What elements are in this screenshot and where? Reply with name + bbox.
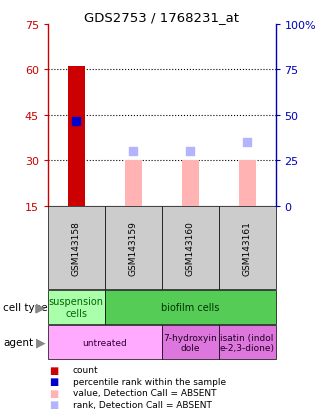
- Point: [74, 119, 79, 125]
- Text: GSM143161: GSM143161: [243, 221, 251, 275]
- Text: GSM143158: GSM143158: [72, 221, 81, 275]
- Text: isatin (indol
e-2,3-dione): isatin (indol e-2,3-dione): [219, 333, 275, 352]
- Text: 7-hydroxyin
dole: 7-hydroxyin dole: [163, 333, 217, 352]
- Text: ■: ■: [49, 399, 58, 409]
- Bar: [182, 161, 199, 206]
- Text: untreated: untreated: [82, 338, 127, 347]
- Text: rank, Detection Call = ABSENT: rank, Detection Call = ABSENT: [73, 400, 212, 409]
- Bar: [218, 325, 276, 359]
- Bar: [68, 67, 85, 206]
- Bar: [218, 206, 276, 289]
- Text: ▶: ▶: [36, 301, 46, 314]
- Text: count: count: [73, 365, 98, 374]
- Bar: [48, 290, 105, 324]
- Text: GSM143159: GSM143159: [129, 221, 138, 275]
- Point: [131, 149, 136, 155]
- Title: GDS2753 / 1768231_at: GDS2753 / 1768231_at: [84, 11, 239, 24]
- Text: ■: ■: [49, 388, 58, 398]
- Text: cell type: cell type: [3, 302, 48, 312]
- Text: agent: agent: [3, 337, 33, 347]
- Text: GSM143160: GSM143160: [186, 221, 195, 275]
- Bar: [162, 325, 218, 359]
- Bar: [48, 206, 105, 289]
- Text: biofilm cells: biofilm cells: [161, 302, 219, 312]
- Bar: [239, 161, 256, 206]
- Bar: [105, 206, 162, 289]
- Point: [245, 140, 250, 146]
- Text: value, Detection Call = ABSENT: value, Detection Call = ABSENT: [73, 388, 216, 397]
- Bar: [162, 206, 218, 289]
- Bar: [105, 290, 276, 324]
- Text: percentile rank within the sample: percentile rank within the sample: [73, 377, 226, 386]
- Bar: [125, 161, 142, 206]
- Text: ■: ■: [49, 365, 58, 375]
- Text: ■: ■: [49, 376, 58, 386]
- Bar: [48, 325, 162, 359]
- Text: suspension
cells: suspension cells: [49, 297, 104, 318]
- Point: [187, 149, 193, 155]
- Text: ▶: ▶: [36, 336, 46, 349]
